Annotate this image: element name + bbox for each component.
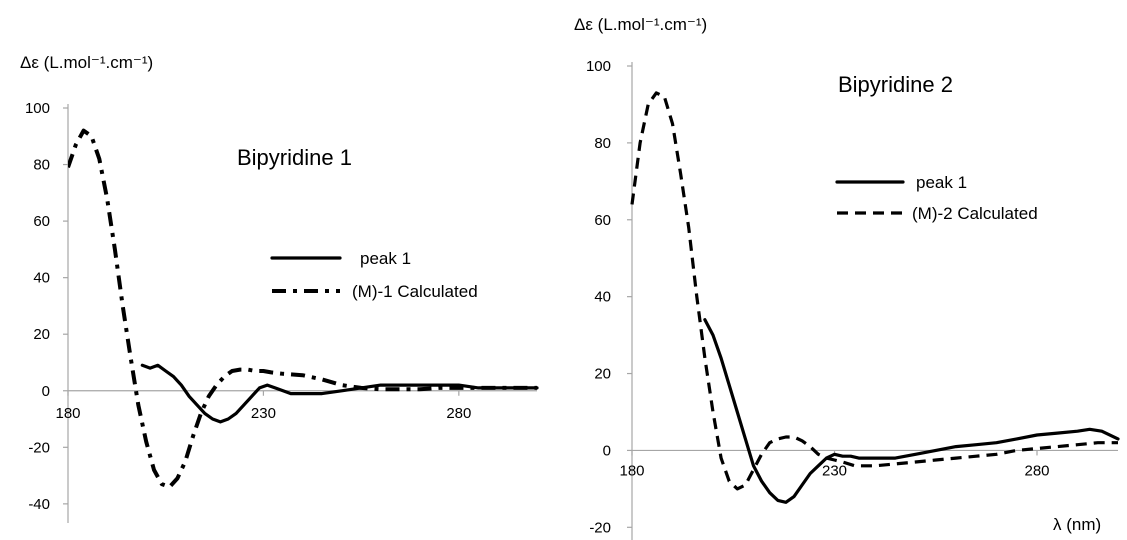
chart-2-legend: peak 1 (M)-2 Calculated bbox=[835, 173, 1038, 223]
x-tick-label: 230 bbox=[822, 462, 847, 479]
chart-1-title-text: Bipyridine 1 bbox=[237, 145, 352, 170]
chart-1-title: Bipyridine 1 bbox=[237, 145, 352, 170]
chart-2-marks bbox=[630, 91, 1120, 504]
y-tick-label: 0 bbox=[603, 442, 611, 459]
chart-1-legend-label-peak: peak 1 bbox=[360, 249, 411, 268]
chart-2-legend-label-peak: peak 1 bbox=[916, 173, 967, 192]
chart-1-legend: peak 1 (M)-1 Calculated bbox=[270, 249, 478, 301]
x-tick-label: 280 bbox=[1024, 462, 1049, 479]
x-tick-label: 230 bbox=[251, 405, 276, 422]
y-tick-label: 80 bbox=[594, 135, 611, 152]
y-tick-label: 0 bbox=[42, 383, 50, 400]
chart-2-ylabel: Δε (L.mol⁻¹.cm⁻¹) bbox=[574, 15, 707, 34]
series-line-peak-1 bbox=[703, 318, 1120, 504]
y-tick-label: 100 bbox=[25, 100, 50, 117]
chart-1-axes: -40 -20 0 20 40 60 80 100 180 230 280 bbox=[25, 100, 537, 523]
chart-bipyridine-1: Δε (L.mol⁻¹.cm⁻¹) Bipyridine 1 -40 -20 0 20… bbox=[20, 53, 539, 523]
y-tick-label: 20 bbox=[33, 326, 50, 343]
chart-bipyridine-2: Δε (L.mol⁻¹.cm⁻¹) Bipyridine 2 -20 0 20 40 6… bbox=[574, 15, 1120, 540]
chart-1-legend-label-calc: (M)-1 Calculated bbox=[352, 282, 478, 301]
chart-1-ylabel: Δε (L.mol⁻¹.cm⁻¹) bbox=[20, 53, 153, 72]
x-tick-label: 180 bbox=[619, 462, 644, 479]
y-tick-label: 100 bbox=[586, 58, 611, 75]
y-tick-label: 60 bbox=[594, 212, 611, 229]
chart-2-title-text: Bipyridine 2 bbox=[838, 72, 953, 97]
chart-1-marks bbox=[68, 128, 539, 489]
y-tick-label: -40 bbox=[28, 496, 50, 513]
y-tick-label: 20 bbox=[594, 366, 611, 383]
y-tick-label: 40 bbox=[594, 289, 611, 306]
chart-2-title: Bipyridine 2 bbox=[838, 72, 953, 97]
y-tick-label: 40 bbox=[33, 270, 50, 287]
chart-2-legend-label-calc: (M)-2 Calculated bbox=[912, 204, 1038, 223]
series-line-calculated bbox=[630, 91, 1118, 491]
chart-2-axes: -20 0 20 40 60 80 100 180 230 280 bbox=[586, 58, 1118, 540]
y-tick-label: -20 bbox=[589, 519, 611, 536]
series-line-calculated bbox=[68, 128, 537, 489]
y-tick-label: 80 bbox=[33, 157, 50, 174]
y-tick-label: -20 bbox=[28, 439, 50, 456]
chart-2-xlabel: λ (nm) bbox=[1053, 515, 1101, 534]
x-tick-label: 280 bbox=[446, 405, 471, 422]
x-tick-label: 180 bbox=[55, 405, 80, 422]
series-line-peak-1 bbox=[140, 363, 539, 424]
y-tick-label: 60 bbox=[33, 213, 50, 230]
